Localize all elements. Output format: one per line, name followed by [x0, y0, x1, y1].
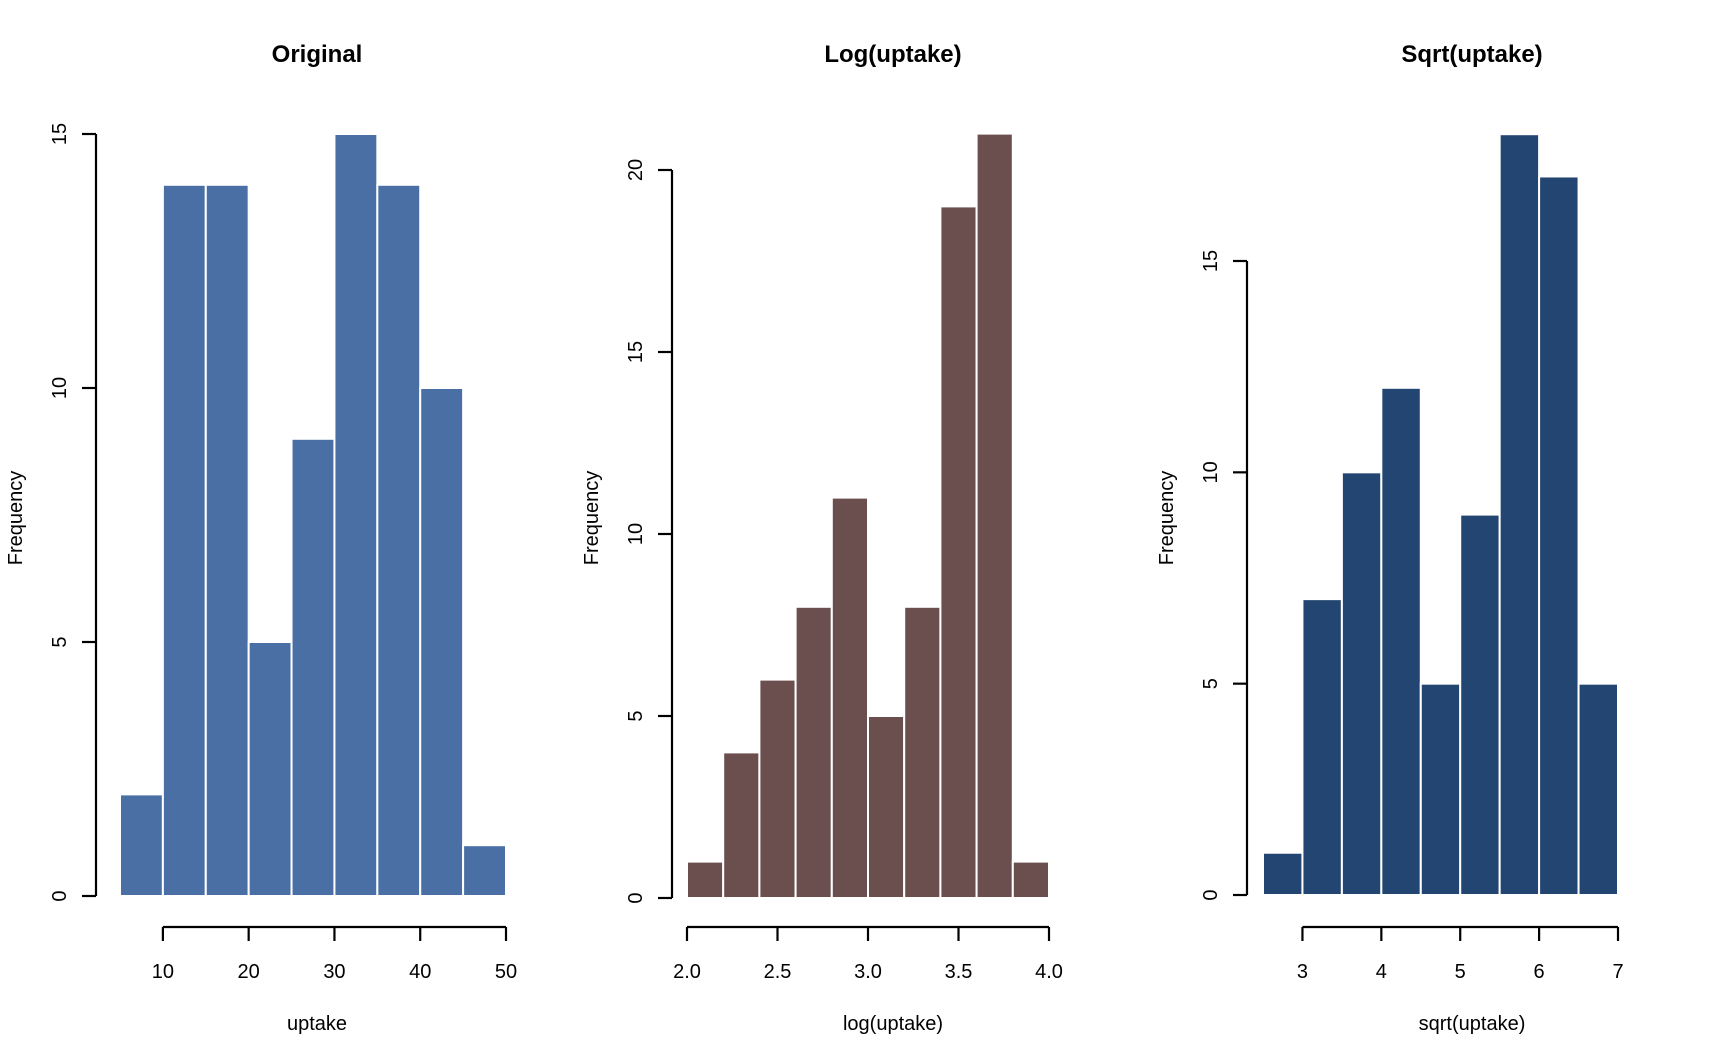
histogram-bar: [830, 496, 869, 899]
histogram-bar: [419, 387, 465, 897]
chart-title: Original: [272, 41, 363, 68]
x-tick-label: 20: [238, 961, 260, 983]
y-tick-label: 0: [1200, 889, 1222, 900]
histogram-bar: [1498, 133, 1541, 896]
x-tick-label: 30: [323, 961, 345, 983]
histogram-bar: [975, 132, 1014, 900]
y-tick-label: 20: [625, 159, 647, 181]
histogram-bar: [247, 641, 293, 897]
chart-title: Sqrt(uptake): [1401, 41, 1542, 68]
x-axis-label: log(uptake): [843, 1013, 943, 1035]
histogram-bar: [1380, 386, 1422, 896]
histogram-bar: [290, 437, 336, 897]
y-tick-label: 5: [625, 710, 647, 721]
y-tick-label: 5: [1200, 678, 1222, 689]
histogram-panel-1: Original 0 5 10 15 Frequency 10 20 30 40 50 uptake: [5, 41, 517, 1035]
histogram-bar: [333, 133, 379, 897]
histogram-bar: [1538, 175, 1580, 896]
x-tick-label: 2.5: [764, 961, 792, 983]
x-tick-label: 5: [1455, 961, 1466, 983]
x-tick-label: 4.0: [1035, 961, 1063, 983]
x-tick-label: 4: [1376, 961, 1387, 983]
x-tick-label: 2.0: [673, 961, 701, 983]
histogram-bar: [939, 205, 978, 899]
y-tick-label: 0: [49, 890, 71, 901]
histogram-bar: [722, 751, 761, 900]
chart-title: Log(uptake): [824, 41, 961, 68]
histogram-bar: [1262, 851, 1304, 897]
x-axis-label: sqrt(uptake): [1419, 1013, 1526, 1035]
x-tick-label: 3.5: [945, 961, 973, 983]
histogram-bar: [119, 793, 164, 898]
x-tick-label: 3: [1297, 961, 1308, 983]
histogram-bar: [161, 183, 207, 898]
y-tick-label: 10: [49, 377, 71, 399]
x-tick-label: 3.0: [854, 961, 882, 983]
histogram-bar: [1419, 682, 1462, 897]
y-tick-label: 0: [625, 892, 647, 903]
x-tick-label: 6: [1534, 961, 1545, 983]
histogram-bar: [686, 860, 725, 899]
histogram-bar: [903, 605, 942, 899]
histogram-bar: [1301, 598, 1343, 897]
histogram-bar: [1011, 860, 1050, 899]
y-axis-label: Frequency: [1156, 471, 1178, 566]
y-tick-label: 5: [49, 636, 71, 647]
y-tick-label: 15: [625, 341, 647, 363]
histogram-panel-2: Log(uptake) 0 5 10 15 20 Frequency 2.0 2.5 3.0 3.5…: [581, 41, 1063, 1035]
histogram-bar: [1577, 682, 1619, 897]
histogram-panel-3: Sqrt(uptake) 0 5 10 15 Frequency 3 4 5 6 7 sqrt(upt…: [1156, 41, 1624, 1035]
y-axis-label: Frequency: [5, 471, 27, 566]
x-tick-label: 40: [409, 961, 431, 983]
y-tick-label: 10: [625, 523, 647, 545]
histogram-bar: [1340, 471, 1383, 896]
histogram-bar: [204, 183, 250, 898]
histogram-bar: [462, 844, 508, 898]
y-axis-label: Frequency: [581, 471, 603, 566]
y-tick-label: 15: [1200, 250, 1222, 272]
histogram-bar: [376, 183, 422, 898]
y-tick-label: 15: [49, 123, 71, 145]
histogram-bar: [867, 715, 906, 899]
x-tick-label: 7: [1612, 961, 1623, 983]
histogram-bar: [1459, 513, 1501, 896]
histogram-bar: [794, 605, 833, 899]
x-axis-label: uptake: [287, 1013, 347, 1035]
x-tick-label: 10: [152, 961, 174, 983]
y-tick-label: 10: [1200, 461, 1222, 483]
histogram-bar: [758, 678, 797, 899]
x-tick-label: 50: [495, 961, 517, 983]
